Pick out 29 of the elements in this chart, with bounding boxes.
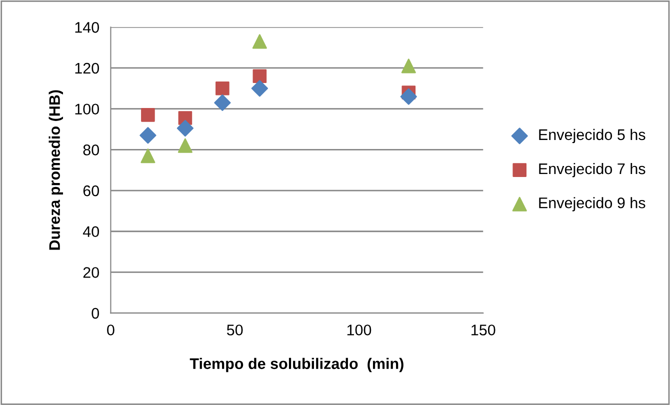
point: [400, 88, 417, 105]
point: [401, 58, 416, 74]
point: [178, 138, 192, 153]
x-axis-title: Tiempo de solubilizado (min): [190, 358, 404, 372]
x-tick-label: 0: [107, 324, 114, 336]
point: [252, 69, 267, 84]
legend-label: Envejecido 7 hs: [539, 162, 646, 178]
point: [141, 108, 155, 122]
x-tick-label: 150: [472, 324, 496, 336]
point: [140, 148, 156, 164]
point: [176, 120, 194, 137]
y-tick-label: 80: [83, 144, 100, 156]
y-tick-label: 100: [75, 104, 100, 115]
point: [216, 82, 230, 96]
y-tick-label: 120: [75, 62, 100, 74]
x-tick-label: 100: [347, 324, 372, 336]
y-tick-label: 140: [75, 22, 100, 33]
y-tick-label: 40: [82, 226, 100, 238]
y-tick-label: 0: [92, 308, 100, 319]
point: [251, 80, 268, 97]
point: [214, 94, 231, 112]
legend-label: Envejecido 5 hs: [539, 128, 646, 144]
point: [140, 127, 156, 144]
y-axis-title: Dureza promedio (HB): [48, 90, 64, 250]
legend-label: Envejecido 9 hs: [539, 197, 646, 212]
y-tick-label: 60: [83, 185, 100, 196]
x-tick-label: 50: [226, 324, 243, 336]
point: [252, 34, 267, 49]
y-tick-label: 20: [83, 267, 100, 278]
